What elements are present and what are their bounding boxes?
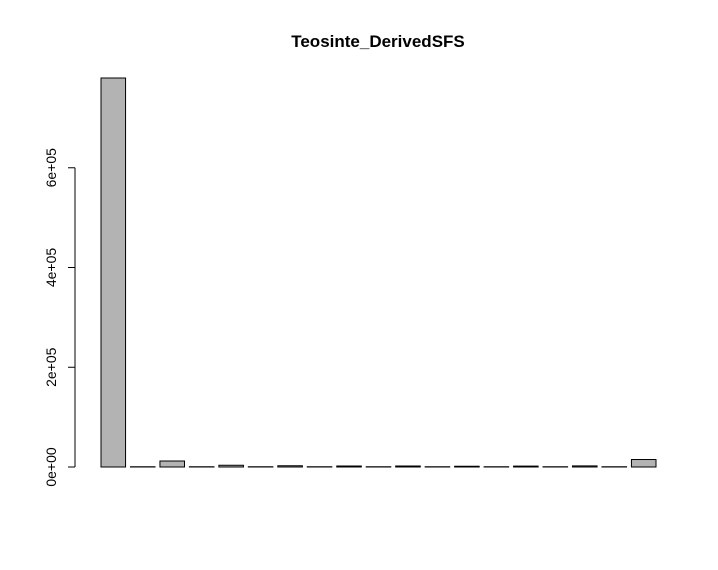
bar xyxy=(454,465,480,468)
bar xyxy=(100,77,127,468)
y-tick-label: 2e+05 xyxy=(43,347,59,387)
bar xyxy=(159,460,185,468)
bar xyxy=(336,465,362,468)
bar xyxy=(513,465,539,468)
bar xyxy=(572,465,598,468)
bar xyxy=(630,459,657,468)
bar xyxy=(218,464,244,468)
bar xyxy=(277,465,303,468)
bar xyxy=(395,465,421,468)
chart-title: Teosinte_DerivedSFS xyxy=(291,32,465,51)
y-tick-label: 6e+05 xyxy=(43,148,59,188)
y-tick-label: 4e+05 xyxy=(43,248,59,288)
y-tick-label: 0e+00 xyxy=(43,447,59,487)
